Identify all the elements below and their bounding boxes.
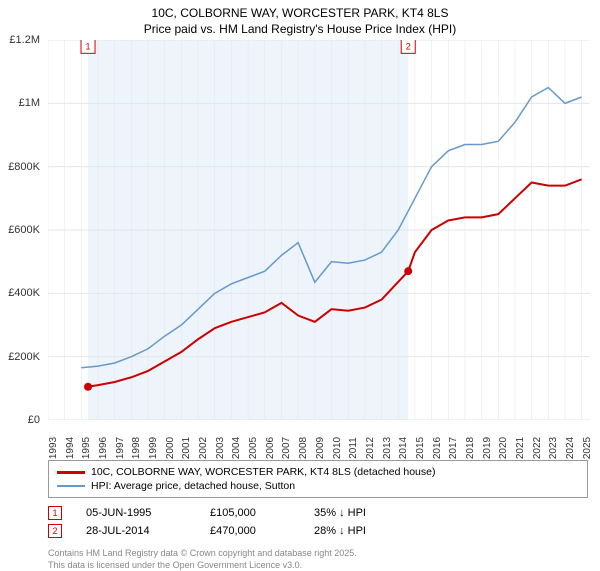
x-tick-label: 2024 [565,437,576,459]
x-tick-label: 2022 [532,437,543,459]
y-tick-label: £800K [8,161,40,173]
x-tick-label: 2000 [165,437,176,459]
legend: 10C, COLBORNE WAY, WORCESTER PARK, KT4 8… [48,460,588,498]
x-tick-label: 2005 [248,437,259,459]
sale-row: 1 05-JUN-1995 £105,000 35% ↓ HPI [48,504,588,522]
chart-title-line1: 10C, COLBORNE WAY, WORCESTER PARK, KT4 8… [0,0,600,22]
sale-pct: 28% ↓ HPI [314,525,394,537]
x-tick-label: 2023 [548,437,559,459]
x-tick-label: 2017 [448,437,459,459]
x-tick-label: 2003 [215,437,226,459]
x-tick-label: 2020 [498,437,509,459]
x-tick-label: 2013 [382,437,393,459]
x-tick-label: 2018 [465,437,476,459]
x-tick-label: 2012 [365,437,376,459]
x-tick-label: 2014 [398,437,409,459]
legend-item-hpi: HPI: Average price, detached house, Sutt… [57,479,579,493]
y-tick-label: £0 [28,414,40,426]
x-tick-label: 2021 [515,437,526,459]
legend-line-property [57,471,85,474]
sale-date: 05-JUN-1995 [86,507,186,519]
y-tick-label: £1M [19,97,40,109]
x-tick-label: 2006 [265,437,276,459]
x-tick-label: 2011 [348,437,359,459]
x-tick-label: 2009 [315,437,326,459]
svg-text:2: 2 [406,41,411,51]
y-tick-label: £200K [8,351,40,363]
chart-svg: 12 [48,40,590,420]
x-tick-label: 2025 [582,437,593,459]
legend-label-property: 10C, COLBORNE WAY, WORCESTER PARK, KT4 8… [91,466,436,478]
legend-label-hpi: HPI: Average price, detached house, Sutt… [91,480,295,492]
footer-line1: Contains HM Land Registry data © Crown c… [48,548,588,560]
x-tick-label: 2015 [415,437,426,459]
x-tick-label: 1999 [148,437,159,459]
sale-pct: 35% ↓ HPI [314,507,394,519]
svg-text:1: 1 [86,41,91,51]
x-tick-label: 2002 [198,437,209,459]
x-tick-label: 1993 [48,437,59,459]
x-tick-label: 1997 [115,437,126,459]
y-tick-label: £1.2M [9,34,40,46]
legend-line-hpi [57,485,85,487]
chart-area: 12 £0£200K£400K£600K£800K£1M£1.2M 199319… [48,40,590,420]
x-tick-label: 1998 [131,437,142,459]
sale-marker: 2 [48,524,62,538]
x-tick-label: 2007 [281,437,292,459]
x-tick-label: 2008 [298,437,309,459]
x-tick-label: 2016 [432,437,443,459]
y-axis-labels: £0£200K£400K£600K£800K£1M£1.2M [2,40,44,420]
legend-item-property: 10C, COLBORNE WAY, WORCESTER PARK, KT4 8… [57,465,579,479]
x-axis-labels: 1993199419951996199719981999200020012002… [48,420,590,454]
x-tick-label: 2010 [332,437,343,459]
x-tick-label: 1994 [65,437,76,459]
x-tick-label: 2004 [231,437,242,459]
x-tick-label: 1996 [98,437,109,459]
sale-price: £105,000 [210,507,290,519]
sales-table: 1 05-JUN-1995 £105,000 35% ↓ HPI2 28-JUL… [48,504,588,540]
sale-marker: 1 [48,506,62,520]
sale-date: 28-JUL-2014 [86,525,186,537]
x-tick-label: 1995 [81,437,92,459]
x-tick-label: 2001 [181,437,192,459]
sale-row: 2 28-JUL-2014 £470,000 28% ↓ HPI [48,522,588,540]
sale-price: £470,000 [210,525,290,537]
x-tick-label: 2019 [482,437,493,459]
y-tick-label: £400K [8,287,40,299]
y-tick-label: £600K [8,224,40,236]
chart-title-line2: Price paid vs. HM Land Registry's House … [0,22,600,40]
footer-line2: This data is licensed under the Open Gov… [48,560,588,571]
